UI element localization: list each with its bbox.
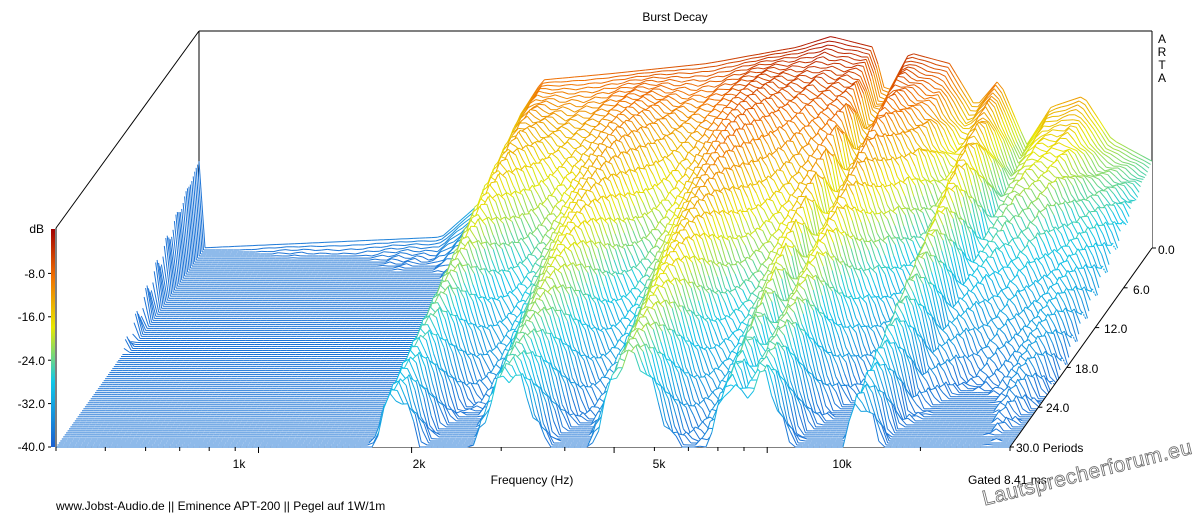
colorbar-ticks [48,272,51,448]
z-tick-label: -40.0 [18,440,46,454]
depth-tick-label: 24.0 [1046,401,1070,415]
chart-title: Burst Decay [642,10,707,24]
arta-letter: A [1158,71,1166,85]
depth-tick-label: 6.0 [1133,283,1150,297]
gating-note: Gated 8.41 ms [968,473,1047,487]
depth-ticks [1009,247,1156,448]
depth-tick-label: 12.0 [1104,322,1128,336]
z-tick-label: -32.0 [18,397,46,411]
waterfall-plot [56,36,1153,448]
z-tick-label: -16.0 [18,310,46,324]
x-minor-ticks [55,447,1011,453]
depth-tick-label: 0.0 [1158,243,1175,257]
depth-tick-label: 18.0 [1075,362,1099,376]
decay-slice [56,349,1010,448]
arta-letter: R [1158,45,1167,59]
arta-letter: T [1158,58,1166,72]
depth-axis-line [1009,247,1153,448]
colorbar [51,229,55,447]
z-tick-label: -24.0 [18,354,46,368]
x-tick-label: 5k [653,457,667,471]
x-tick-label: 10k [832,457,852,471]
footer-credit: www.Jobst-Audio.de || Eminence APT-200 |… [56,499,386,513]
arta-letter: A [1158,32,1166,46]
x-tick-label: 1k [233,457,247,471]
x-axis-label: Frequency (Hz) [491,473,574,487]
depth-tick-label: 30.0 Periods [1016,441,1083,455]
x-tick-label: 2k [413,457,427,471]
z-tick-label: -8.0 [24,267,45,281]
colorbar-label: dB [29,222,44,236]
